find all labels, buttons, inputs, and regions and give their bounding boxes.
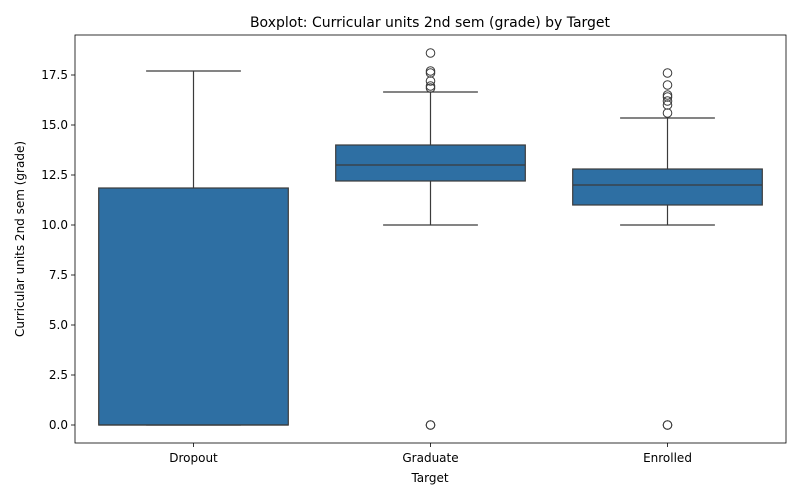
outlier-point — [425, 76, 436, 86]
outlier-point — [662, 90, 673, 100]
outlier-point — [662, 96, 673, 106]
x-axis-label: Target — [410, 471, 448, 485]
y-tick-label: 15.0 — [41, 118, 68, 132]
box-enrolled — [572, 68, 763, 430]
x-tick-label: Graduate — [402, 451, 458, 465]
x-tick-label: Enrolled — [643, 451, 692, 465]
y-tick-label: 5.0 — [49, 318, 68, 332]
outlier-point — [425, 48, 436, 58]
outlier-point — [662, 420, 673, 430]
y-tick-label: 10.0 — [41, 218, 68, 232]
x-tick-label: Dropout — [169, 451, 218, 465]
outlier-point — [425, 420, 436, 430]
outlier-point — [662, 68, 673, 78]
iqr-box — [98, 187, 289, 426]
box-dropout — [98, 70, 289, 426]
outlier-point — [662, 108, 673, 118]
y-tick-label: 0.0 — [49, 418, 68, 432]
y-tick-label: 17.5 — [41, 68, 68, 82]
iqr-box — [572, 168, 763, 206]
y-axis-label: Curricular units 2nd sem (grade) — [13, 141, 27, 337]
outlier-point — [662, 100, 673, 110]
x-axis: Dropout Graduate Enrolled — [169, 443, 692, 465]
y-tick-label: 7.5 — [49, 268, 68, 282]
outlier-point — [425, 81, 436, 91]
chart-title: Boxplot: Curricular units 2nd sem (grade… — [250, 15, 611, 31]
y-tick-label: 12.5 — [41, 168, 68, 182]
y-tick-label: 2.5 — [49, 368, 68, 382]
iqr-box — [335, 144, 526, 182]
plot-area — [98, 48, 763, 430]
box-graduate — [335, 48, 526, 430]
outlier-point — [425, 66, 436, 76]
outlier-point — [662, 80, 673, 90]
y-axis: 0.0 2.5 5.0 7.5 10.0 12.5 15.0 17.5 — [41, 68, 75, 432]
outlier-point — [425, 68, 436, 78]
